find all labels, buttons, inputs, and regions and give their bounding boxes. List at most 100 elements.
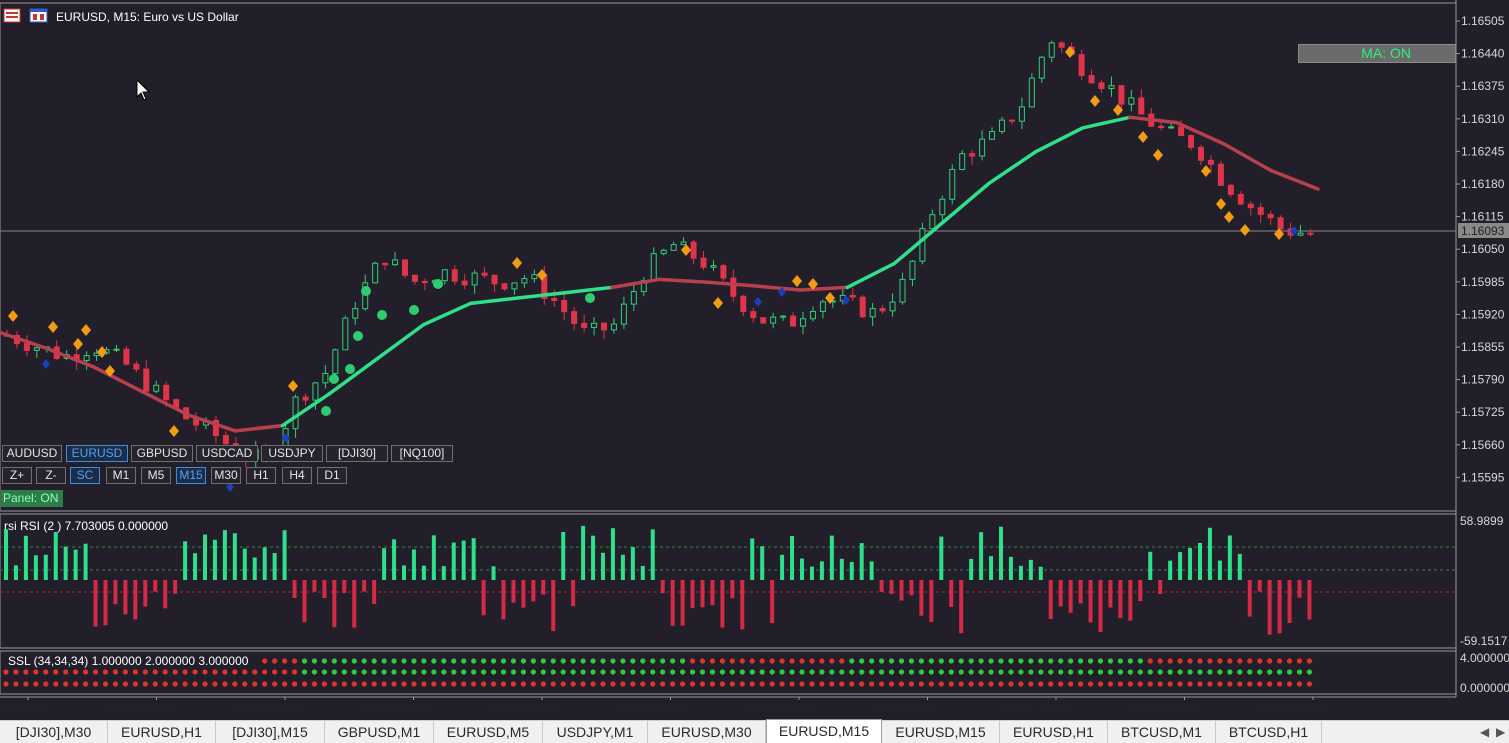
chart-tab[interactable]: BTCUSD,M1 <box>1108 721 1216 743</box>
ssl-dot <box>998 669 1004 675</box>
ssl-dot <box>192 669 198 675</box>
timeframe-button-z-minusplus[interactable]: Z+ <box>2 467 32 484</box>
signal-diamond-icon <box>282 433 290 443</box>
chart-tab[interactable]: EURUSD,M15 <box>766 719 882 743</box>
ssl-dot <box>1217 681 1223 687</box>
tab-scroll-left-icon[interactable]: ◀ <box>1480 725 1490 739</box>
chart-tab[interactable]: BTCUSD,H1 <box>1216 721 1322 743</box>
chart-canvas[interactable]: EURUSD, M15: Euro vs US Dollar 1.165051.… <box>0 0 1509 720</box>
ssl-dot <box>1068 681 1074 687</box>
chart-tab[interactable]: EURUSD,M5 <box>434 721 543 743</box>
ssl-dot <box>719 681 726 687</box>
candle <box>819 299 826 319</box>
chart-window-icon[interactable] <box>29 8 48 23</box>
rsi-bar-down <box>1098 580 1103 632</box>
chart-tab[interactable]: EURUSD,H1 <box>108 721 216 743</box>
timeframe-button-z-minus[interactable]: Z- <box>36 467 66 484</box>
ssl-dot <box>918 681 925 687</box>
ssl-dot <box>242 681 248 687</box>
tab-scroll-right-icon[interactable]: ▶ <box>1496 725 1506 739</box>
ssl-dot <box>849 681 855 687</box>
rsi-bar-down <box>501 580 506 620</box>
ssl-dot <box>1247 669 1253 675</box>
candle <box>491 274 498 293</box>
chart-tab[interactable]: EURUSD,M30 <box>648 721 766 743</box>
ssl-dot <box>351 669 357 675</box>
candle <box>869 302 876 327</box>
ssl-dot <box>1177 669 1183 675</box>
ssl-dot <box>92 669 99 675</box>
chart-tab[interactable]: EURUSD,M15 <box>882 721 1000 743</box>
chart-tab[interactable]: [DJI30],M30 <box>0 721 108 743</box>
buy-signal-icon <box>329 374 339 384</box>
ssl-dot <box>1286 658 1293 664</box>
symbol-button-usdjpy[interactable]: USDJPY <box>261 445 323 462</box>
rsi-bar-up <box>790 536 795 580</box>
ssl-dot <box>451 658 457 664</box>
symbol-button-gbpusd[interactable]: GBPUSD <box>131 445 193 462</box>
symbol-button-eurusd[interactable]: EURUSD <box>66 445 128 462</box>
rsi-bar-down <box>1267 580 1272 635</box>
ssl-dot <box>33 681 39 687</box>
chart-tab[interactable]: USDJPY,M1 <box>543 721 648 743</box>
ssl-dot <box>1237 681 1243 687</box>
timeframe-button-sc[interactable]: SC <box>70 467 100 484</box>
candle <box>1237 191 1244 206</box>
ssl-dot <box>272 669 278 675</box>
sell-signal-icon <box>1138 131 1148 143</box>
ssl-dot <box>421 669 427 675</box>
ssl-dot <box>689 669 696 675</box>
signal-diamond-icon <box>226 482 234 492</box>
chart-list-icon[interactable] <box>3 8 21 23</box>
rsi-bar-up <box>561 531 566 580</box>
symbol-button-usdcad[interactable]: USDCAD <box>196 445 258 462</box>
timeframe-button-h4[interactable]: H4 <box>282 467 312 484</box>
ssl-dot <box>381 669 387 675</box>
symbol-button-audusd[interactable]: AUDUSD <box>2 445 62 462</box>
ssl-dot <box>660 681 666 687</box>
ma-toggle-button[interactable]: MA: ON <box>1298 44 1456 63</box>
rsi-bar-down <box>1048 580 1053 620</box>
timeframe-button-m30[interactable]: M30 <box>211 467 241 484</box>
ma-segment <box>1127 115 1179 125</box>
ssl-dot <box>769 681 775 687</box>
ssl-dot <box>1296 681 1303 687</box>
ma-segment <box>45 346 96 369</box>
ssl-dot <box>1267 669 1273 675</box>
ssl-dot <box>1127 681 1133 687</box>
timeframe-button-m15[interactable]: M15 <box>176 467 206 484</box>
ssl-dot <box>1137 669 1143 675</box>
ssl-dot <box>63 681 69 687</box>
buy-signal-icon <box>409 305 419 315</box>
ssl-dot <box>272 658 278 664</box>
ssl-dot <box>1167 669 1173 675</box>
panel-status[interactable]: Panel: ON <box>1 490 63 507</box>
chart-tab[interactable]: GBPUSD,M1 <box>325 721 434 743</box>
rsi-bar-down <box>1088 580 1093 623</box>
ssl-dot <box>580 681 586 687</box>
buy-signal-icon <box>433 279 443 289</box>
candle <box>989 127 996 141</box>
timeframe-button-m5[interactable]: M5 <box>141 467 171 484</box>
candle <box>212 416 219 444</box>
symbol-button-nq100[interactable]: [NQ100] <box>391 445 453 462</box>
ssl-dot <box>1167 658 1173 664</box>
chart-tab[interactable]: [DJI30],M15 <box>216 721 325 743</box>
ssl-dot <box>1306 658 1313 664</box>
ssl-dot <box>938 658 944 664</box>
rsi-bar-down <box>929 580 934 623</box>
time-axis: 28 Nov 2025 28 Nov 10:30 28 Nov 14:30 28 No… <box>0 697 1324 714</box>
chart-tab[interactable]: EURUSD,H1 <box>1000 721 1108 743</box>
timeframe-button-m1[interactable]: M1 <box>106 467 136 484</box>
rsi-bar-down <box>103 580 108 626</box>
symbol-button-dji30[interactable]: [DJI30] <box>326 445 388 462</box>
timeframe-button-h1[interactable]: H1 <box>246 467 276 484</box>
timeframe-button-d1[interactable]: D1 <box>317 467 347 484</box>
ssl-dot <box>1257 658 1263 664</box>
time-tick-label: 28 Nov 18:30 <box>360 700 432 714</box>
ssl-dot <box>301 669 308 675</box>
price-tick-label: 1.15920 <box>1461 307 1505 321</box>
ssl-dot <box>1097 681 1104 687</box>
sell-signal-icon <box>1240 224 1250 236</box>
